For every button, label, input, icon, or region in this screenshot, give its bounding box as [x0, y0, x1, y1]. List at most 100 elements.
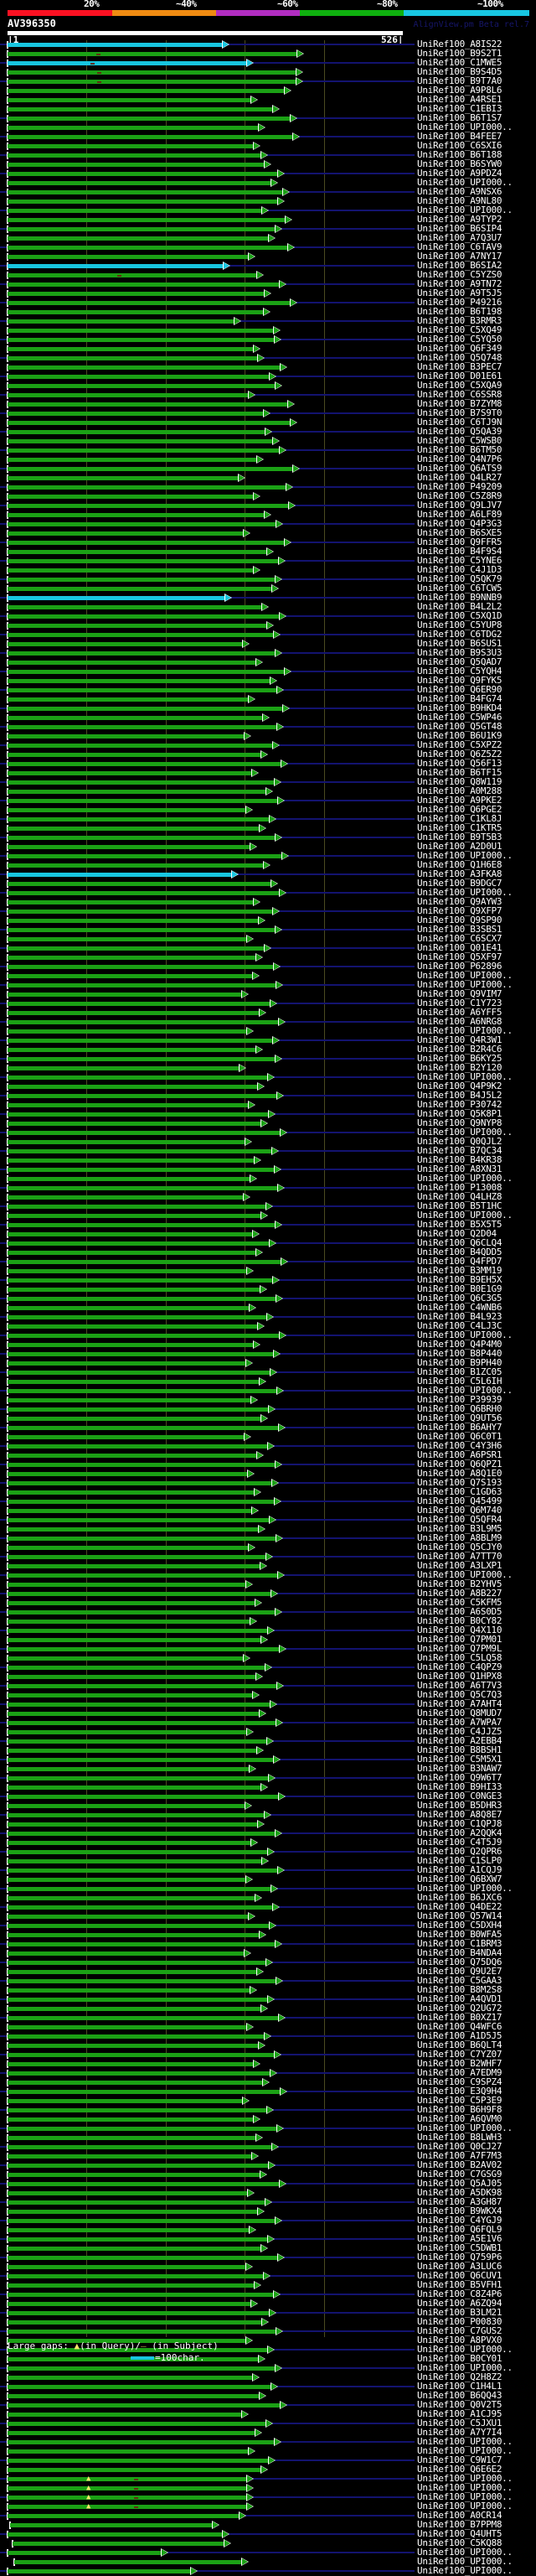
- subject-label[interactable]: UniRef100_C6TDG2: [417, 629, 502, 640]
- alignment-row[interactable]: UniRef100_Q8MUD7: [0, 1708, 536, 1718]
- alignment-row[interactable]: UniRef100_Q57W14: [0, 1911, 536, 1921]
- subject-label[interactable]: UniRef100_B4L923: [417, 1311, 502, 1322]
- hsp-bar[interactable]: [8, 679, 271, 683]
- subject-label[interactable]: UniRef100_P00830: [417, 2316, 502, 2327]
- alignment-row[interactable]: UniRef100_Q6ER90: [0, 685, 536, 695]
- alignment-row[interactable]: UniRef100_C4Y3H6: [0, 1441, 536, 1451]
- subject-label[interactable]: UniRef100_C1SLP0: [417, 1855, 502, 1866]
- subject-label[interactable]: UniRef100_C9SPZ4: [417, 2076, 502, 2087]
- hsp-bar[interactable]: [8, 236, 269, 241]
- alignment-row[interactable]: UniRef100_C5DWB1: [0, 2243, 536, 2253]
- hsp-bar[interactable]: [8, 1592, 271, 1596]
- alignment-row[interactable]: UniRef100_B4KR38: [0, 1155, 536, 1165]
- alignment-row[interactable]: UniRef100_P49209: [0, 482, 536, 492]
- alignment-row[interactable]: UniRef100_B6SYW0: [0, 159, 536, 169]
- hsp-bar[interactable]: [8, 1463, 276, 1467]
- alignment-row[interactable]: UniRef100_B3SBS1: [0, 925, 536, 935]
- alignment-row[interactable]: UniRef100_C5YZS0: [0, 270, 536, 280]
- hsp-bar[interactable]: [8, 614, 279, 619]
- alignment-row[interactable]: UniRef100_A3LXP1: [0, 1560, 536, 1571]
- hsp-bar[interactable]: [8, 891, 279, 895]
- hsp-bar[interactable]: [8, 384, 276, 388]
- hsp-bar[interactable]: [8, 2311, 270, 2315]
- alignment-row[interactable]: UniRef100_C8Z4P6: [0, 2288, 536, 2299]
- hsp-bar[interactable]: [8, 1564, 260, 1568]
- subject-label[interactable]: UniRef100_A3LXP1: [417, 1560, 502, 1571]
- subject-label[interactable]: UniRef100_A6LF89: [417, 509, 502, 520]
- alignment-row[interactable]: UniRef100_B4FG74: [0, 694, 536, 704]
- alignment-row[interactable]: UniRef100_C6TDG2: [0, 630, 536, 640]
- hsp-bar[interactable]: [8, 1481, 271, 1485]
- hsp-bar[interactable]: [8, 854, 281, 858]
- alignment-row[interactable]: UniRef100_B6SIP4: [0, 223, 536, 234]
- hsp-bar[interactable]: [8, 1260, 281, 1264]
- subject-label[interactable]: UniRef100_Q6F349: [417, 343, 502, 354]
- hsp-bar[interactable]: [8, 264, 223, 268]
- subject-label[interactable]: UniRef100_Q4R3W1: [417, 1034, 502, 1045]
- subject-label[interactable]: UniRef100_C4YGJ9: [417, 2215, 502, 2226]
- subject-label[interactable]: UniRef100_Q5GT48: [417, 721, 502, 732]
- alignment-row[interactable]: UniRef100_C4YGJ9: [0, 2216, 536, 2226]
- hsp-bar[interactable]: [8, 716, 263, 720]
- alignment-row[interactable]: UniRef100_E3Q9H4: [0, 2086, 536, 2097]
- subject-label[interactable]: UniRef100_Q9VIM7: [417, 988, 502, 999]
- alignment-row[interactable]: UniRef100_Q8W119: [0, 776, 536, 787]
- hsp-bar[interactable]: [8, 172, 278, 176]
- subject-label[interactable]: UniRef100_C5LQ58: [417, 1652, 502, 1663]
- alignment-row[interactable]: UniRef100_A6YFF5: [0, 1008, 536, 1018]
- subject-label[interactable]: UniRef100_Q8MUD7: [417, 1708, 502, 1718]
- alignment-row[interactable]: UniRef100_C5KFM5: [0, 1598, 536, 1608]
- subject-label[interactable]: UniRef100_Q5QAD7: [417, 656, 502, 667]
- subject-label[interactable]: UniRef100_B0CY01: [417, 2353, 502, 2364]
- hsp-bar[interactable]: [8, 2071, 271, 2076]
- hsp-bar[interactable]: [8, 1389, 277, 1393]
- alignment-row[interactable]: UniRef100_C6TJ9N: [0, 417, 536, 428]
- alignment-row[interactable]: UniRef100_Q9XFP7: [0, 906, 536, 916]
- hsp-bar[interactable]: [8, 993, 242, 997]
- alignment-row[interactable]: UniRef100_P00830: [0, 2316, 536, 2327]
- alignment-row[interactable]: UniRef100_UPI000..: [0, 2566, 536, 2576]
- alignment-row[interactable]: UniRef100_B6TM50: [0, 445, 536, 455]
- hsp-bar[interactable]: [8, 1057, 275, 1061]
- alignment-row[interactable]: UniRef100_Q7PM9L: [0, 1644, 536, 1654]
- alignment-row[interactable]: UniRef100_UPI000..: [0, 1174, 536, 1184]
- hsp-bar[interactable]: [8, 799, 278, 803]
- alignment-row[interactable]: UniRef100_B0WFA5: [0, 1930, 536, 1940]
- alignment-row[interactable]: UniRef100_B9T5B3: [0, 832, 536, 842]
- hsp-bar[interactable]: [8, 2200, 265, 2205]
- subject-label[interactable]: UniRef100_B9T5B3: [417, 832, 502, 842]
- subject-label[interactable]: UniRef100_C6SXI6: [417, 140, 502, 151]
- hsp-bar[interactable]: [8, 43, 222, 47]
- subject-label[interactable]: UniRef100_B6SIP4: [417, 223, 502, 234]
- alignment-row[interactable]: UniRef100_Q5CJY0: [0, 1542, 536, 1552]
- subject-label[interactable]: UniRef100_C8Z4P6: [417, 2288, 502, 2299]
- subject-label[interactable]: UniRef100_B9HI33: [417, 1781, 502, 1792]
- subject-label[interactable]: UniRef100_C5WSB0: [417, 435, 502, 446]
- alignment-row[interactable]: UniRef100_A0M288: [0, 786, 536, 796]
- hsp-bar[interactable]: [8, 1103, 249, 1107]
- alignment-row[interactable]: UniRef100_Q6PGE2: [0, 805, 536, 815]
- hsp-bar[interactable]: [8, 2025, 247, 2029]
- subject-label[interactable]: UniRef100_A8BLM9: [417, 1532, 502, 1543]
- alignment-row[interactable]: UniRef100_B9NNB9: [0, 593, 536, 603]
- subject-label[interactable]: UniRef100_B3NAW7: [417, 1763, 502, 1774]
- subject-label[interactable]: UniRef100_Q7S193: [417, 1477, 502, 1488]
- alignment-row[interactable]: UniRef100_P30742: [0, 1100, 536, 1110]
- subject-label[interactable]: UniRef100_B6SIA2: [417, 260, 502, 271]
- subject-label[interactable]: UniRef100_Q8W119: [417, 776, 502, 787]
- subject-label[interactable]: UniRef100_Q2UG72: [417, 2003, 502, 2014]
- subject-label[interactable]: UniRef100_B9WKX4: [417, 2205, 502, 2216]
- hsp-bar[interactable]: [8, 2505, 247, 2509]
- hsp-bar[interactable]: [8, 292, 264, 296]
- alignment-row[interactable]: UniRef100_P62896: [0, 961, 536, 972]
- alignment-row[interactable]: UniRef100_Q1HPX8: [0, 1672, 536, 1682]
- alignment-row[interactable]: UniRef100_Q9U2E7: [0, 1967, 536, 1977]
- hsp-bar[interactable]: [8, 1730, 247, 1734]
- subject-label[interactable]: UniRef100_UPI000..: [417, 2344, 513, 2355]
- subject-label[interactable]: UniRef100_C4JJZ5: [417, 1726, 502, 1737]
- hsp-bar[interactable]: [8, 1085, 257, 1089]
- alignment-row[interactable]: UniRef100_C5XQ1D: [0, 611, 536, 621]
- alignment-row[interactable]: UniRef100_B9EH5X: [0, 1275, 536, 1285]
- hsp-bar[interactable]: [8, 2348, 267, 2352]
- alignment-row[interactable]: UniRef100_UPI000..: [0, 971, 536, 981]
